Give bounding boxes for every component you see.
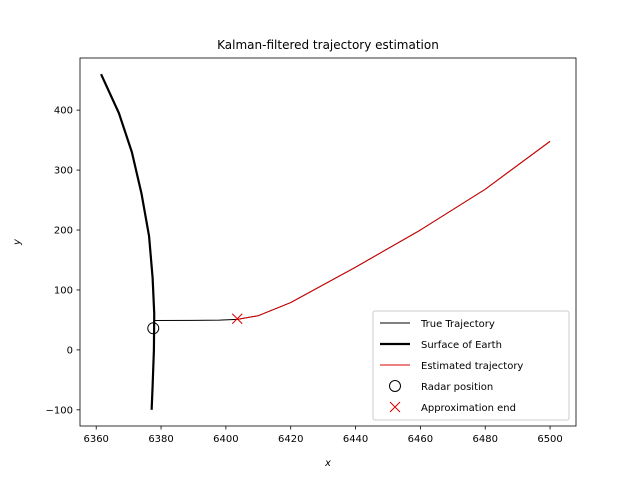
legend-label-surface-of-earth: Surface of Earth — [421, 340, 502, 351]
legend-label-radar-position: Radar position — [421, 382, 493, 393]
y-tick-label: 100 — [54, 285, 73, 296]
chart-title: Kalman-filtered trajectory estimation — [217, 38, 439, 52]
y-axis-label: y — [12, 238, 23, 246]
x-tick-label: 6360 — [83, 434, 108, 445]
x-tick-label: 6400 — [213, 434, 238, 445]
x-tick-label: 6420 — [278, 434, 303, 445]
y-tick-label: 300 — [54, 166, 73, 177]
y-tick-label: 0 — [67, 345, 73, 356]
x-tick-label: 6460 — [408, 434, 433, 445]
y-tick-label: −100 — [46, 405, 73, 416]
legend-label-estimated-trajectory: Estimated trajectory — [421, 361, 523, 372]
legend-swatch-radar-position — [389, 380, 401, 392]
marker-radar-position — [147, 322, 160, 335]
x-axis-ticks: 6360 6380 6400 6420 6440 6460 6480 6500 — [83, 426, 563, 445]
legend: True Trajectory Surface of Earth Estimat… — [372, 310, 570, 421]
marker-approximation-end — [231, 313, 243, 325]
legend-box — [372, 310, 570, 421]
legend-swatch-approximation-end — [389, 401, 401, 413]
plot-lines — [100, 73, 551, 410]
series-line-surface-of-earth — [100, 73, 156, 410]
series-line-estimated-trajectory — [237, 140, 551, 320]
plot-frame — [79, 57, 577, 427]
y-axis-ticks: −100 0 100 200 300 400 — [46, 106, 80, 416]
legend-label-true-trajectory: True Trajectory — [420, 319, 495, 330]
x-tick-label: 6380 — [148, 434, 173, 445]
y-tick-label: 400 — [54, 106, 73, 117]
x-tick-label: 6480 — [473, 434, 498, 445]
legend-label-approximation-end: Approximation end — [421, 403, 516, 414]
x-tick-label: 6440 — [343, 434, 368, 445]
x-axis-label: x — [324, 458, 331, 469]
x-tick-label: 6500 — [537, 434, 562, 445]
y-tick-label: 200 — [54, 226, 73, 237]
